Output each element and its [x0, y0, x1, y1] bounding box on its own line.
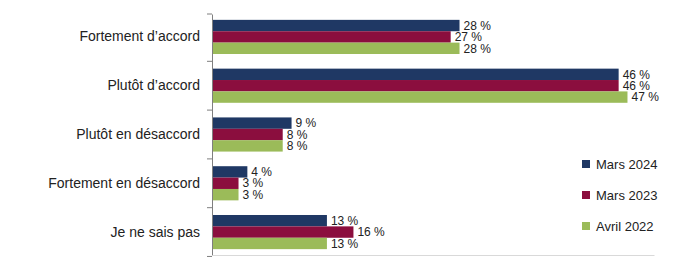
bar: [212, 80, 619, 91]
y-separator: [207, 61, 212, 62]
chart: 28 %46 %9 %4 %13 %27 %46 %8 %3 %16 %28 %…: [0, 0, 700, 265]
y-separator: [207, 110, 212, 111]
legend-item: Mars 2024: [582, 157, 657, 172]
bar: [212, 69, 619, 80]
data-label: 13 %: [331, 214, 359, 228]
y-tick: Plutôt d’accord: [107, 77, 212, 93]
bar: [212, 91, 627, 102]
y-tick-label: Fortement en désaccord: [48, 175, 200, 191]
bar: [212, 178, 239, 189]
y-separator: [207, 256, 212, 257]
bars: [212, 20, 627, 249]
y-tick: Fortement d’accord: [79, 28, 212, 44]
bar: [212, 189, 239, 200]
bar: [212, 238, 327, 249]
y-tick-label: Fortement d’accord: [79, 28, 200, 44]
y-axis: Fortement d’accord Plutôt d’accord Plutôt …: [48, 15, 212, 256]
y-tick-label: Je ne sais pas: [111, 224, 201, 240]
legend-swatch: [582, 222, 590, 230]
data-label: 47 %: [631, 90, 659, 104]
y-tick: Je ne sais pas: [111, 224, 213, 240]
legend-label: Mars 2024: [596, 157, 657, 172]
legend-label: Avril 2022: [596, 219, 654, 234]
data-labels: 28 %46 %9 %4 %13 %27 %46 %8 %3 %16 %28 %…: [243, 19, 660, 251]
legend-swatch: [582, 160, 590, 168]
data-label: 3 %: [243, 188, 264, 202]
y-tick: Fortement en désaccord: [48, 175, 212, 191]
bar: [212, 215, 327, 226]
legend-item: Mars 2023: [582, 188, 657, 203]
bar: [212, 43, 460, 54]
y-separators: [207, 14, 212, 256]
y-tick-label: Plutôt en désaccord: [76, 126, 200, 142]
y-tick: Plutôt en désaccord: [76, 126, 212, 142]
legend-label: Mars 2023: [596, 188, 657, 203]
y-separator: [207, 14, 212, 15]
plot: 28 %46 %9 %4 %13 %27 %46 %8 %3 %16 %28 %…: [48, 14, 659, 256]
bar: [212, 20, 460, 31]
x-axis: [213, 255, 655, 256]
legend-item: Avril 2022: [582, 219, 654, 234]
y-separator: [207, 158, 212, 159]
bar: [212, 140, 283, 151]
data-label: 16 %: [357, 225, 385, 239]
bar: [212, 129, 283, 140]
data-label: 8 %: [287, 139, 308, 153]
legend-swatch: [582, 191, 590, 199]
y-separator: [207, 207, 212, 208]
legend: Mars 2024 Mars 2023 Avril 2022: [582, 157, 657, 234]
bar: [212, 31, 451, 42]
data-label: 13 %: [331, 237, 359, 251]
data-label: 28 %: [464, 42, 492, 56]
x-axis-line: [213, 255, 655, 256]
y-axis-line: [212, 15, 213, 256]
bar: [212, 117, 292, 128]
y-tick-label: Plutôt d’accord: [107, 77, 200, 93]
